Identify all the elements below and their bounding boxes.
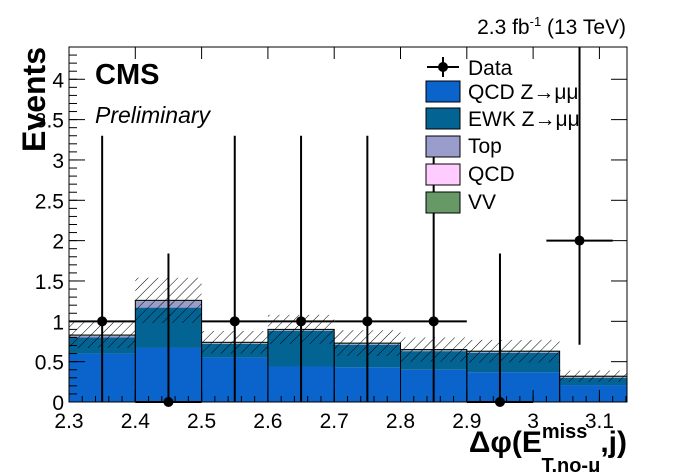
x-tick-label: 2.3 xyxy=(54,410,83,433)
legend-entry-ewk-zmumu: EWK Z→μμ xyxy=(425,107,580,131)
y-tick-label: 3 xyxy=(52,150,64,173)
y-tick-label: 0.5 xyxy=(35,352,64,375)
y-tick-label: 1 xyxy=(52,311,64,334)
y-tick-label: 3.5 xyxy=(35,110,64,133)
svg-text:VV: VV xyxy=(468,191,496,214)
svg-text:QCD Z→μμ: QCD Z→μμ xyxy=(468,81,579,104)
legend-entry-top: Top xyxy=(425,135,502,158)
svg-text:QCD: QCD xyxy=(468,163,515,186)
legend-entry-vv: VV xyxy=(425,191,496,214)
y-tick-label: 0 xyxy=(52,392,64,415)
y-tick-label: 1.5 xyxy=(35,271,64,294)
data-point xyxy=(546,47,613,345)
svg-text:EWK Z→μμ: EWK Z→μμ xyxy=(468,108,580,131)
x-tick-label: 2.4 xyxy=(121,410,151,433)
data-point xyxy=(267,135,335,402)
cms-sublabel: Preliminary xyxy=(95,102,212,128)
x-tick-label: 2.7 xyxy=(320,410,349,433)
x-tick-label: 2.9 xyxy=(452,410,481,433)
data-point xyxy=(334,135,401,402)
x-axis-ticks: 2.3 2.4 2.5 2.6 2.7 2.8 2.9 3 3.1 xyxy=(54,47,627,433)
uncertainty-hatch xyxy=(466,339,560,363)
y-axis-title: Events xyxy=(16,47,52,152)
x-tick-label: 2.6 xyxy=(253,410,282,433)
x-axis-title: Δφ(Emiss T,no-μ,j) xyxy=(469,421,627,472)
svg-text:Top: Top xyxy=(468,135,502,158)
x-tick-label: 3 xyxy=(527,410,539,433)
uncertainty-hatch xyxy=(559,370,627,382)
data-points xyxy=(69,47,613,407)
svg-text:Data: Data xyxy=(468,57,513,80)
cms-label: CMS xyxy=(95,59,159,91)
x-tick-label: 2.8 xyxy=(386,410,415,433)
lumi-label: 2.3 fb-1 (13 TeV) xyxy=(477,14,626,39)
x-tick-label: 2.5 xyxy=(187,410,216,433)
legend: Data QCD Z→μμ EWK Z→μμ Top QCD VV xyxy=(425,57,580,214)
x-tick-label: 3.1 xyxy=(585,410,614,433)
stack-bar xyxy=(466,372,560,402)
legend-entry-data: Data xyxy=(427,57,513,80)
legend-entry-qcd: QCD xyxy=(425,163,515,186)
y-tick-label: 2 xyxy=(52,231,64,254)
legend-entry-qcd-zmumu: QCD Z→μμ xyxy=(425,80,579,104)
y-tick-label: 4 xyxy=(52,69,64,92)
y-axis-ticks: 0 0.5 1 1.5 2 2.5 3 3.5 4 xyxy=(35,54,627,415)
stack-bar xyxy=(559,385,627,402)
y-tick-label: 2.5 xyxy=(35,190,64,213)
data-point xyxy=(201,135,268,402)
